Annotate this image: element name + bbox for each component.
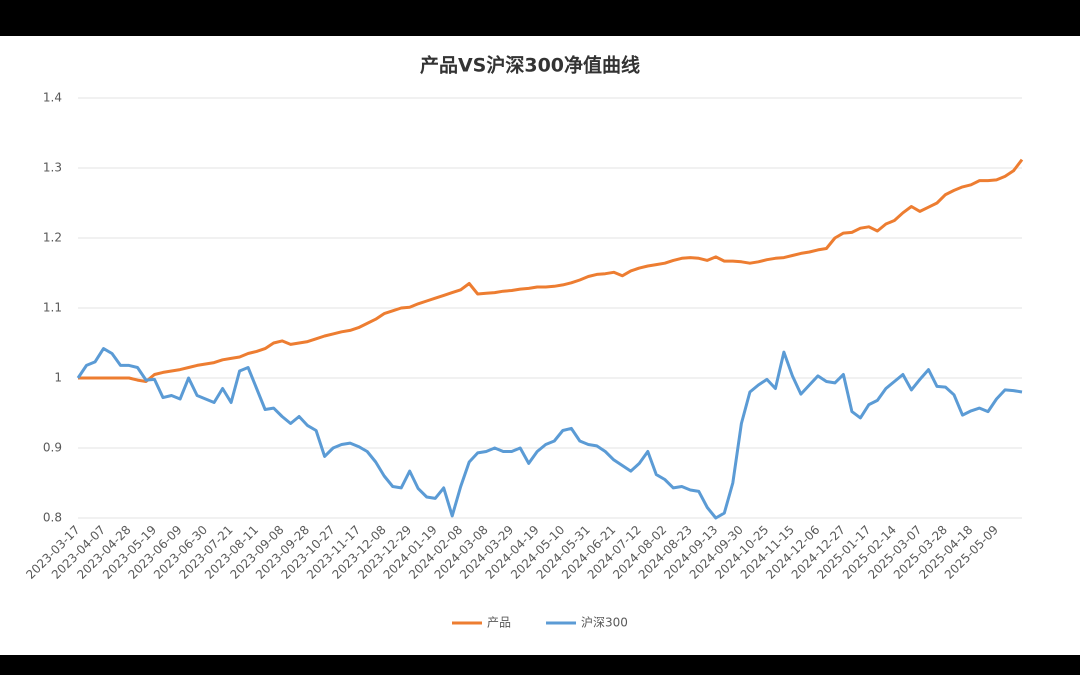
series-line [78,158,1024,383]
y-tick-label: 1.3 [43,161,62,175]
legend-label: 产品 [487,616,511,630]
chart-area [0,36,1080,655]
y-tick-label: 1.1 [43,301,62,315]
y-tick-label: 0.9 [43,441,62,455]
y-tick-label: 0.8 [43,511,62,525]
legend-label: 沪深300 [581,616,628,630]
series-line [76,347,1023,520]
y-tick-label: 1 [54,371,62,385]
y-tick-label: 1.2 [43,231,62,245]
chart-title: 产品VS沪深300净值曲线 [420,54,640,77]
y-tick-label: 1.4 [43,91,62,105]
